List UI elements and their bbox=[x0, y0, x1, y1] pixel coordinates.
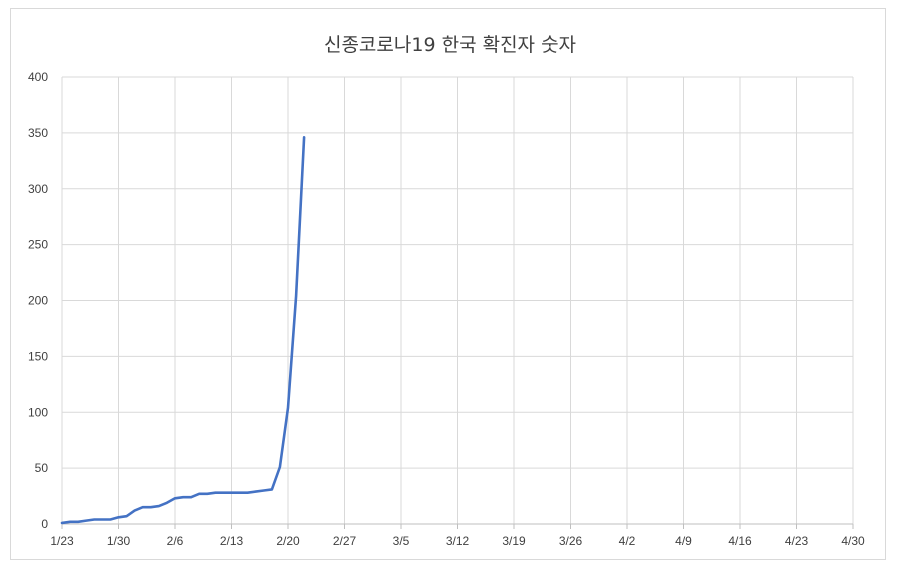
y-tick-label: 250 bbox=[28, 238, 48, 252]
x-tick-label: 1/30 bbox=[107, 534, 131, 548]
x-tick-label: 1/23 bbox=[50, 534, 74, 548]
x-tick-label: 4/23 bbox=[785, 534, 809, 548]
y-tick-label: 350 bbox=[28, 126, 48, 140]
x-tick-label: 4/30 bbox=[841, 534, 865, 548]
y-tick-label: 150 bbox=[28, 349, 48, 363]
x-tick-label: 2/13 bbox=[220, 534, 244, 548]
x-tick-label: 2/6 bbox=[167, 534, 184, 548]
x-tick-label: 2/27 bbox=[333, 534, 357, 548]
x-tick-label: 3/19 bbox=[502, 534, 526, 548]
x-tick-label: 3/5 bbox=[393, 534, 410, 548]
series-line bbox=[60, 136, 306, 525]
x-tick-label: 2/20 bbox=[276, 534, 300, 548]
y-tick-label: 50 bbox=[35, 461, 49, 475]
tick-labels: 0 50 100 150 200 250 300 350 400 1/23 1/30 2/6 2/13 2… bbox=[28, 70, 865, 548]
y-tick-label: 400 bbox=[28, 70, 48, 84]
chart-title: 신종코로나19 한국 확진자 숫자 bbox=[323, 34, 577, 56]
y-tick-label: 200 bbox=[28, 294, 48, 308]
y-tick-label: 100 bbox=[28, 405, 48, 419]
gridlines bbox=[61, 76, 854, 525]
x-tick-label: 3/12 bbox=[446, 534, 470, 548]
y-tick-label: 300 bbox=[28, 182, 48, 196]
series-layer bbox=[60, 136, 306, 525]
x-tick-label: 4/2 bbox=[619, 534, 636, 548]
axes bbox=[61, 523, 854, 529]
y-tick-label: 0 bbox=[41, 517, 48, 531]
x-tick-label: 3/26 bbox=[559, 534, 583, 548]
x-tick-label: 4/16 bbox=[728, 534, 752, 548]
x-tick-label: 4/9 bbox=[675, 534, 692, 548]
